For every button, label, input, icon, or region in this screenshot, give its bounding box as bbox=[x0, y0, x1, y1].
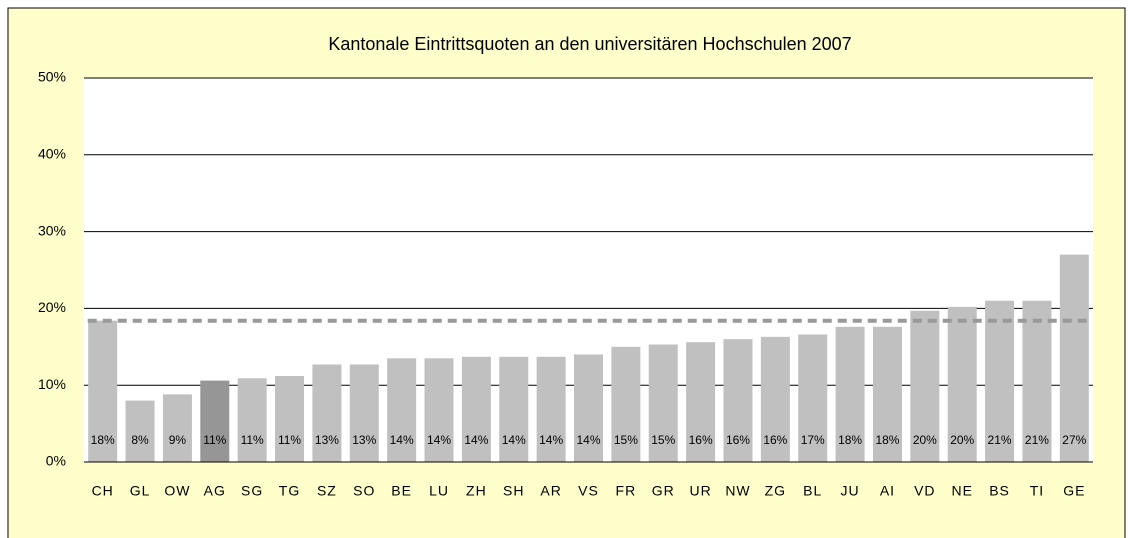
x-tick-label: UR bbox=[689, 483, 711, 499]
bar bbox=[387, 358, 417, 462]
bar bbox=[686, 342, 716, 462]
x-tick-label: JU bbox=[841, 483, 860, 499]
bar bbox=[798, 334, 828, 462]
bar bbox=[424, 358, 454, 462]
y-tick-label: 0% bbox=[46, 453, 66, 469]
bar bbox=[723, 339, 753, 462]
bar bbox=[760, 336, 790, 462]
bar bbox=[1022, 300, 1052, 462]
x-tick-label: AG bbox=[204, 483, 226, 499]
value-label: 14% bbox=[502, 433, 526, 447]
bar bbox=[835, 326, 865, 462]
x-tick-label: GL bbox=[130, 483, 151, 499]
value-label: 18% bbox=[91, 433, 115, 447]
bar bbox=[162, 394, 192, 462]
x-tick-label: AI bbox=[880, 483, 895, 499]
bar bbox=[88, 320, 118, 462]
value-label: 16% bbox=[689, 433, 713, 447]
value-label: 15% bbox=[614, 433, 638, 447]
x-tick-label: BS bbox=[989, 483, 1010, 499]
value-label: 14% bbox=[390, 433, 414, 447]
x-tick-label: BE bbox=[391, 483, 412, 499]
x-tick-label: ZG bbox=[765, 483, 786, 499]
bar bbox=[312, 364, 342, 462]
value-label: 14% bbox=[464, 433, 488, 447]
x-tick-label: NE bbox=[951, 483, 972, 499]
value-label: 15% bbox=[651, 433, 675, 447]
value-label: 11% bbox=[241, 433, 264, 447]
x-tick-label: TG bbox=[279, 483, 300, 499]
bar bbox=[349, 364, 379, 462]
x-tick-label: LU bbox=[429, 483, 449, 499]
bar bbox=[872, 326, 902, 462]
y-tick-label: 50% bbox=[38, 69, 66, 85]
x-tick-label: GE bbox=[1063, 483, 1085, 499]
x-tick-label: SZ bbox=[317, 483, 337, 499]
bar bbox=[947, 306, 977, 462]
x-tick-label: CH bbox=[92, 483, 114, 499]
value-label: 13% bbox=[352, 433, 376, 447]
bar bbox=[910, 310, 940, 462]
y-tick-label: 40% bbox=[38, 146, 66, 162]
bar bbox=[237, 378, 267, 462]
value-label: 8% bbox=[131, 433, 149, 447]
value-label: 11% bbox=[203, 433, 226, 447]
bar bbox=[985, 300, 1015, 462]
value-label: 9% bbox=[169, 433, 187, 447]
value-label: 18% bbox=[838, 433, 862, 447]
value-label: 11% bbox=[278, 433, 301, 447]
y-tick-label: 10% bbox=[38, 376, 66, 392]
x-tick-label: TI bbox=[1030, 483, 1044, 499]
value-label: 13% bbox=[315, 433, 339, 447]
bar bbox=[499, 356, 529, 462]
x-tick-label: BL bbox=[803, 483, 822, 499]
value-label: 27% bbox=[1062, 433, 1086, 447]
value-label: 18% bbox=[875, 433, 899, 447]
chart-title: Kantonale Eintrittsquoten an den univers… bbox=[328, 34, 851, 54]
value-label: 14% bbox=[539, 433, 563, 447]
value-label: 14% bbox=[427, 433, 451, 447]
bar bbox=[275, 375, 305, 462]
bar bbox=[125, 400, 155, 462]
bar bbox=[536, 356, 566, 462]
x-tick-label: SO bbox=[353, 483, 375, 499]
x-tick-label: VS bbox=[578, 483, 599, 499]
bar bbox=[574, 354, 603, 462]
x-tick-label: GR bbox=[652, 483, 675, 499]
bar bbox=[648, 344, 678, 462]
x-tick-label: OW bbox=[164, 483, 190, 499]
value-label: 20% bbox=[950, 433, 974, 447]
x-tick-label: VD bbox=[914, 483, 935, 499]
bar bbox=[461, 356, 491, 462]
bar bbox=[200, 380, 230, 462]
y-tick-label: 20% bbox=[38, 299, 66, 315]
value-label: 21% bbox=[988, 433, 1012, 447]
x-tick-label: SG bbox=[241, 483, 263, 499]
value-label: 17% bbox=[801, 433, 825, 447]
x-tick-label: FR bbox=[616, 483, 637, 499]
x-tick-label: ZH bbox=[466, 483, 487, 499]
value-label: 20% bbox=[913, 433, 937, 447]
x-tick-label: SH bbox=[503, 483, 524, 499]
value-label: 16% bbox=[726, 433, 750, 447]
x-tick-label: AR bbox=[540, 483, 561, 499]
bar bbox=[611, 346, 641, 462]
x-tick-label: NW bbox=[725, 483, 750, 499]
value-label: 21% bbox=[1025, 433, 1049, 447]
value-label: 16% bbox=[763, 433, 787, 447]
value-label: 14% bbox=[576, 433, 600, 447]
y-tick-label: 30% bbox=[38, 222, 66, 238]
bar bbox=[1059, 254, 1089, 462]
